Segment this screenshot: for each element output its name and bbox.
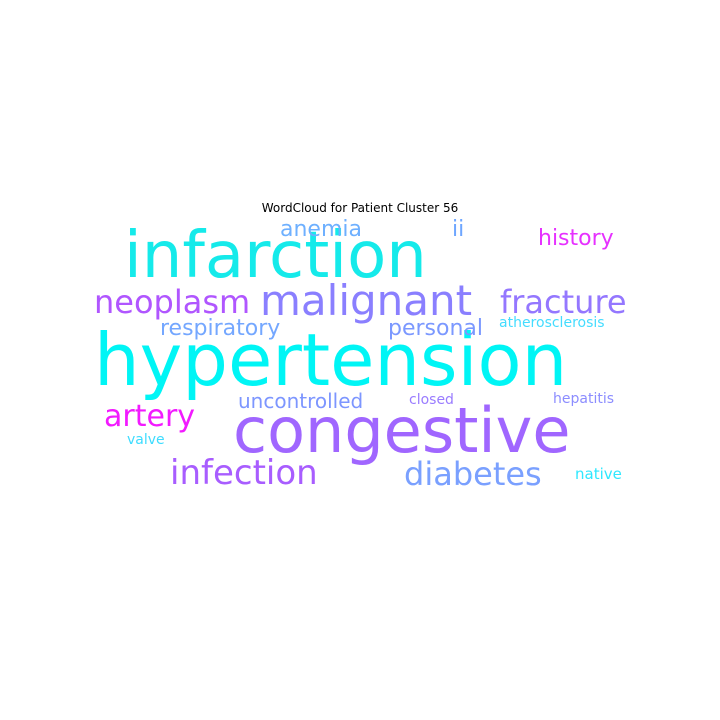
word-respiratory: respiratory	[160, 316, 281, 341]
word-neoplasm: neoplasm	[94, 283, 251, 321]
word-infarction: infarction	[124, 219, 427, 293]
word-cloud: infarction hypertension congestive malig…	[90, 217, 630, 493]
word-artery: artery	[104, 399, 196, 434]
word-congestive: congestive	[233, 394, 571, 467]
word-uncontrolled: uncontrolled	[238, 389, 364, 413]
word-history: history	[538, 226, 614, 251]
word-malignant: malignant	[260, 276, 473, 325]
word-hepatitis: hepatitis	[553, 391, 615, 407]
word-anemia: anemia	[280, 217, 362, 242]
word-diabetes: diabetes	[404, 455, 542, 493]
word-fracture: fracture	[500, 283, 627, 321]
word-native: native	[575, 465, 622, 483]
chart-title: WordCloud for Patient Cluster 56	[261, 201, 459, 215]
word-personal: personal	[388, 316, 484, 341]
word-atherosclerosis: atherosclerosis	[499, 315, 605, 331]
word-valve: valve	[127, 432, 165, 448]
word-closed: closed	[409, 392, 454, 408]
word-infection: infection	[170, 453, 318, 493]
word-hypertension: hypertension	[94, 318, 568, 402]
word-ii: ii	[452, 217, 465, 242]
